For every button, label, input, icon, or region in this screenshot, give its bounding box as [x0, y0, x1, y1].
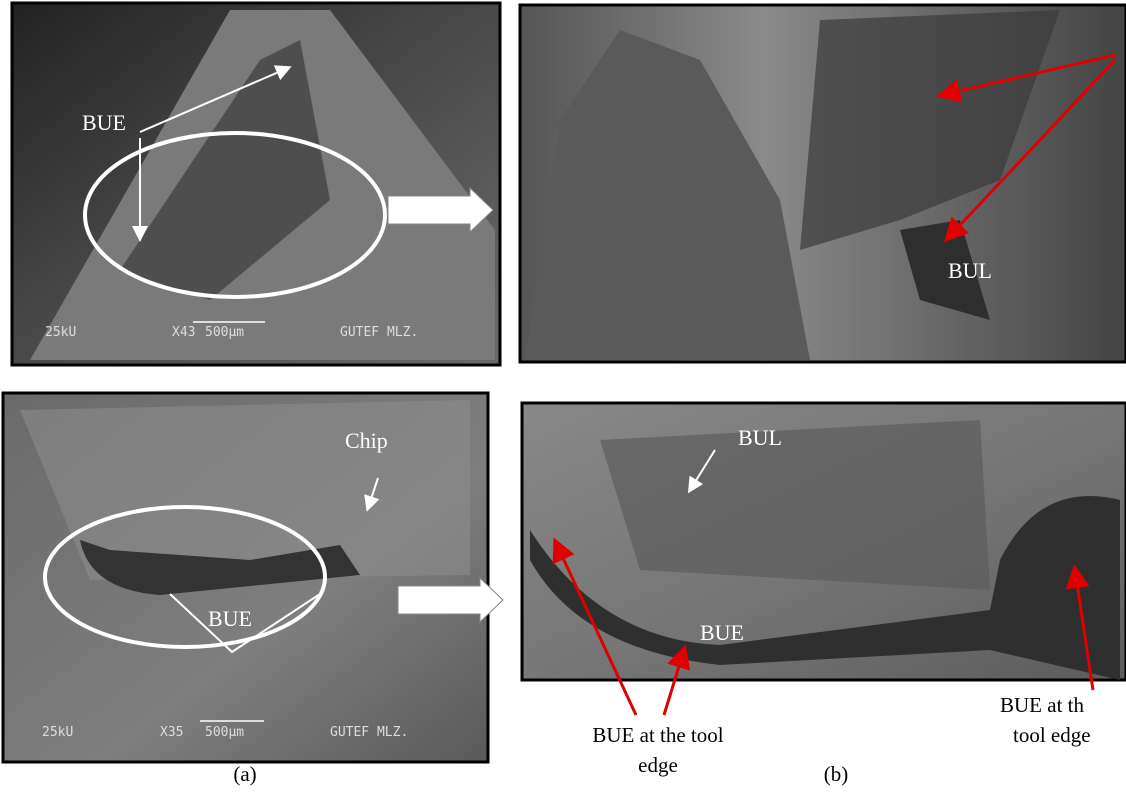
callout: BUE at th: [1000, 693, 1084, 717]
page: BUE 25kU X43 500µm GUTEF MLZ. BUL Chip B…: [0, 0, 1126, 793]
label: BUE: [82, 110, 126, 135]
label: BUE: [700, 620, 744, 645]
voltage: 25kU: [45, 325, 76, 340]
panel-label: (b): [824, 762, 849, 786]
figure: BUE 25kU X43 500µm GUTEF MLZ. BUL Chip B…: [0, 0, 1126, 793]
callout: BUE at the tool: [592, 723, 723, 747]
voltage: 25kU: [42, 725, 73, 740]
callout: tool edge: [1013, 723, 1091, 747]
callout: edge: [638, 753, 678, 777]
label: BUE: [208, 606, 252, 631]
magnification: X35: [160, 725, 183, 740]
scale: 500µm: [205, 725, 244, 740]
panel-label: (a): [233, 762, 256, 786]
bul-region: [600, 420, 990, 590]
lab: GUTEF MLZ.: [340, 325, 418, 340]
label: BUL: [948, 258, 992, 283]
lab: GUTEF MLZ.: [330, 725, 408, 740]
magnification: X43: [172, 325, 195, 340]
label: BUL: [738, 425, 782, 450]
scale: 500µm: [205, 325, 244, 340]
label: Chip: [345, 428, 388, 453]
